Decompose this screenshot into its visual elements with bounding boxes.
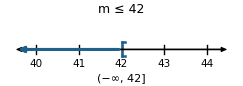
- Text: 40: 40: [29, 59, 42, 69]
- Text: 42: 42: [115, 59, 128, 69]
- Text: 44: 44: [201, 59, 214, 69]
- Text: (−∞, 42]: (−∞, 42]: [97, 73, 146, 83]
- Text: 41: 41: [72, 59, 85, 69]
- Text: m ≤ 42: m ≤ 42: [98, 3, 145, 16]
- Text: 43: 43: [158, 59, 171, 69]
